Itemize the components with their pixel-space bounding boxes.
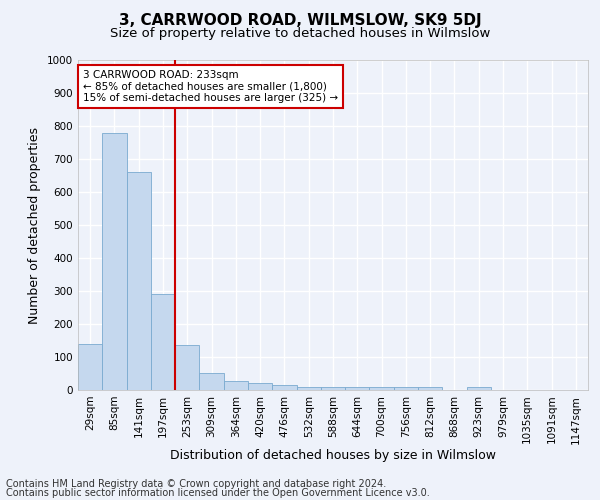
Text: Contains HM Land Registry data © Crown copyright and database right 2024.: Contains HM Land Registry data © Crown c… bbox=[6, 479, 386, 489]
Bar bbox=[394, 388, 418, 390]
Text: Contains public sector information licensed under the Open Government Licence v3: Contains public sector information licen… bbox=[6, 488, 430, 498]
Bar bbox=[418, 388, 442, 390]
Bar bbox=[224, 381, 248, 390]
Bar bbox=[370, 386, 394, 390]
Bar bbox=[321, 388, 345, 390]
Bar bbox=[296, 388, 321, 390]
Text: Size of property relative to detached houses in Wilmslow: Size of property relative to detached ho… bbox=[110, 28, 490, 40]
Bar bbox=[151, 294, 175, 390]
Text: 3, CARRWOOD ROAD, WILMSLOW, SK9 5DJ: 3, CARRWOOD ROAD, WILMSLOW, SK9 5DJ bbox=[119, 12, 481, 28]
Bar bbox=[345, 388, 370, 390]
Bar bbox=[248, 384, 272, 390]
Bar bbox=[467, 388, 491, 390]
Bar bbox=[272, 386, 296, 390]
Bar bbox=[199, 373, 224, 390]
Bar bbox=[175, 346, 199, 390]
Text: 3 CARRWOOD ROAD: 233sqm
← 85% of detached houses are smaller (1,800)
15% of semi: 3 CARRWOOD ROAD: 233sqm ← 85% of detache… bbox=[83, 70, 338, 103]
Y-axis label: Number of detached properties: Number of detached properties bbox=[28, 126, 41, 324]
Bar bbox=[102, 132, 127, 390]
Bar bbox=[127, 172, 151, 390]
X-axis label: Distribution of detached houses by size in Wilmslow: Distribution of detached houses by size … bbox=[170, 449, 496, 462]
Bar bbox=[78, 344, 102, 390]
